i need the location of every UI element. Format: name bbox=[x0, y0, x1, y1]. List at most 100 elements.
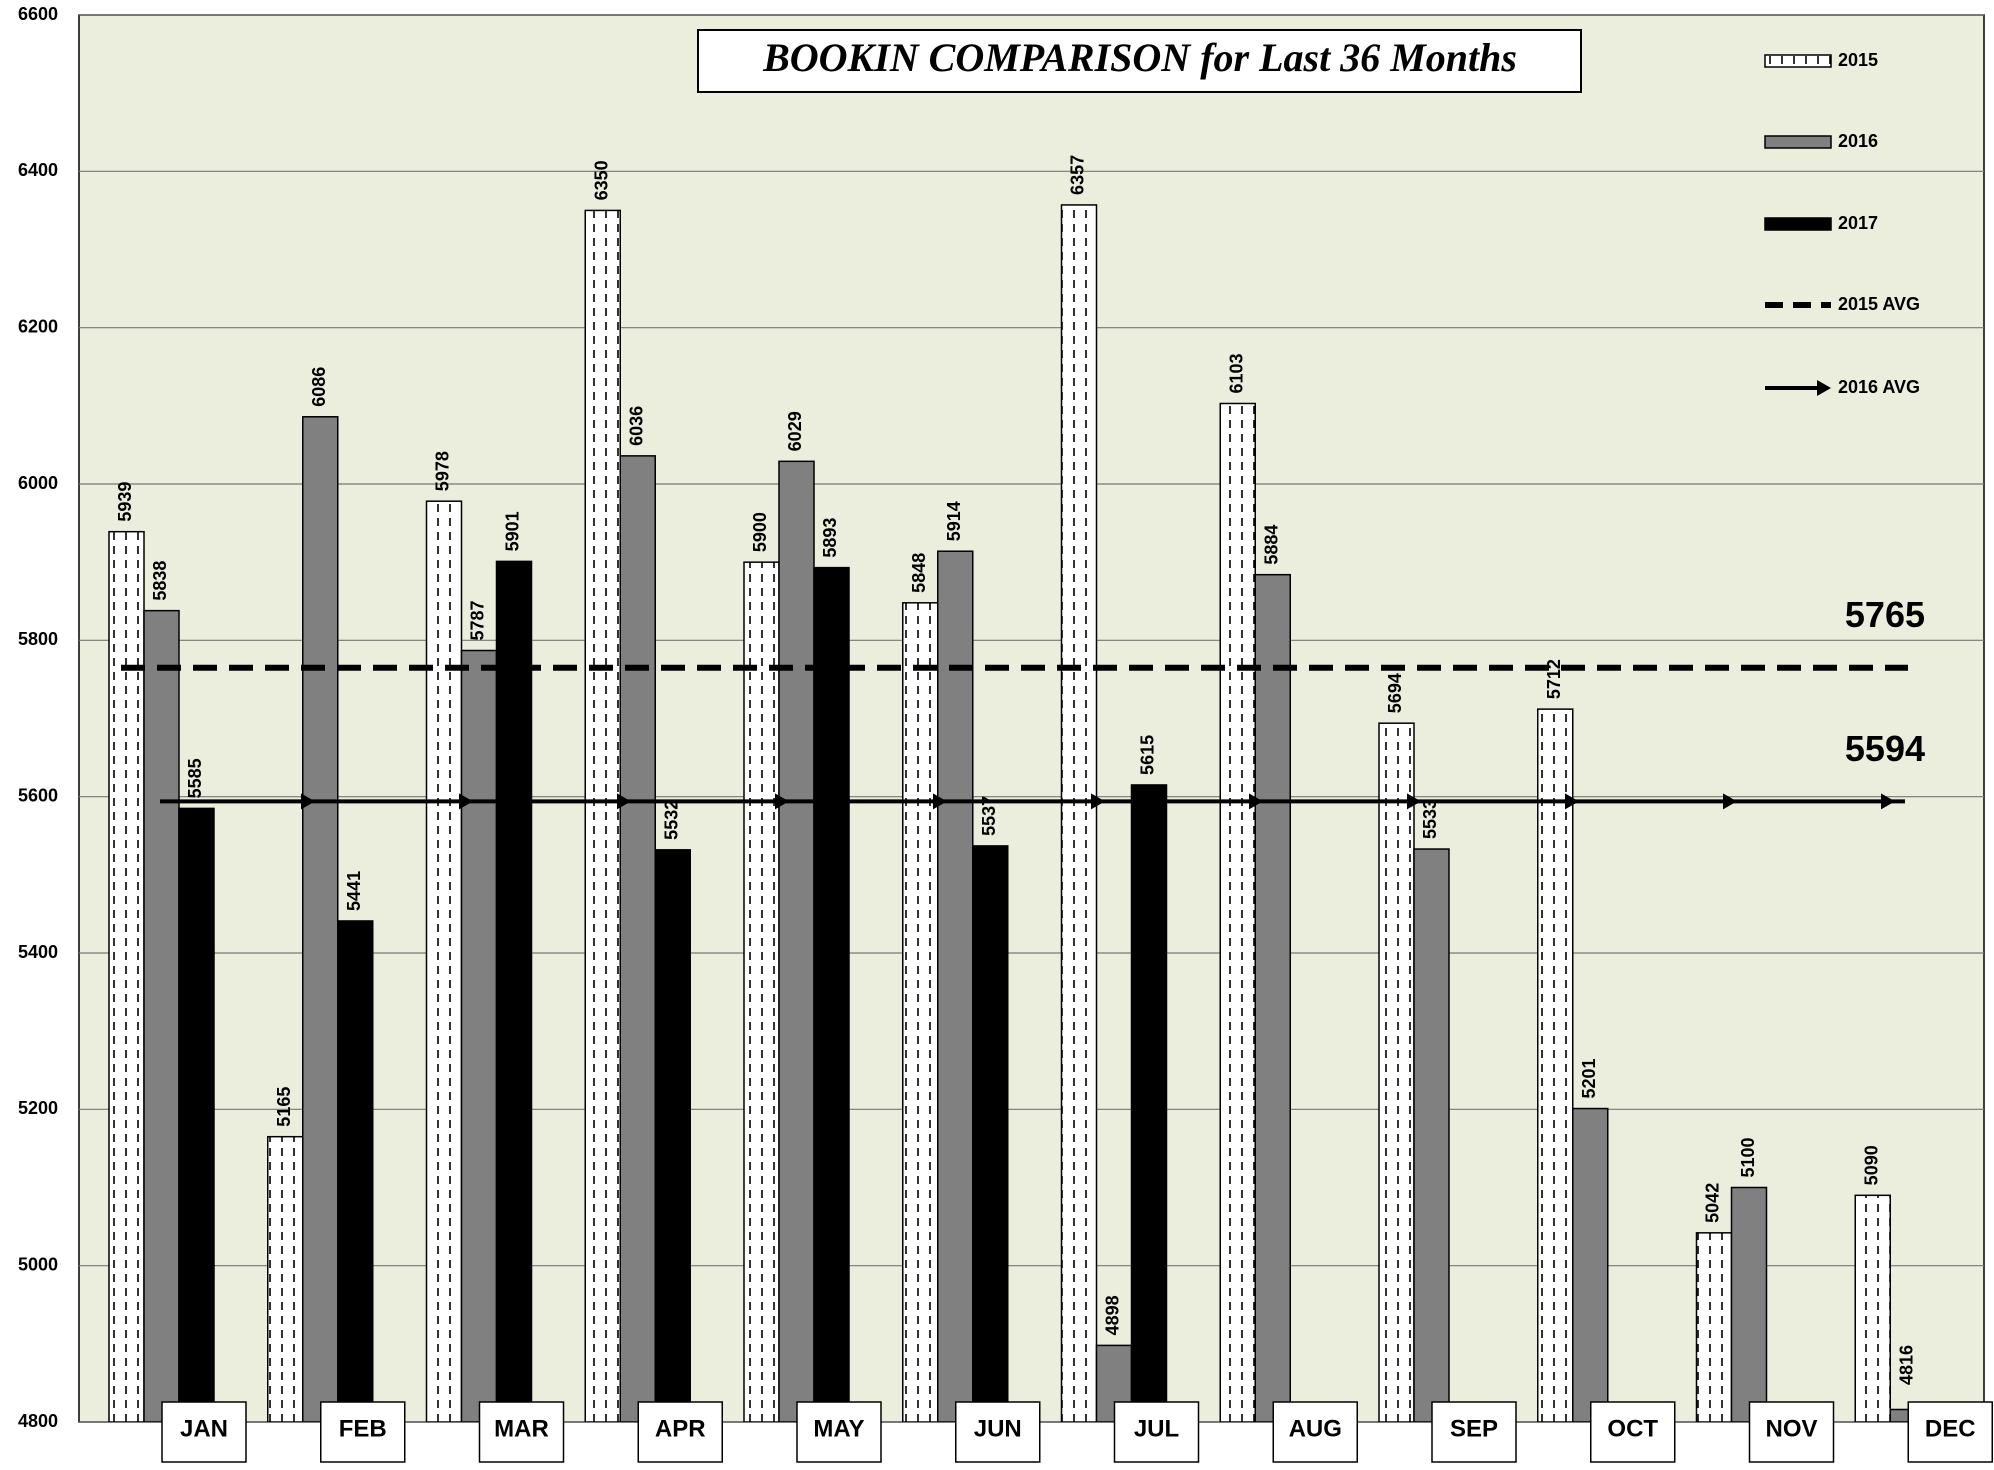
legend-label: 2015 bbox=[1838, 50, 1878, 70]
bar bbox=[972, 845, 1009, 1422]
arrow-head bbox=[1407, 793, 1421, 810]
bar bbox=[178, 807, 215, 1422]
value-label: 5914 bbox=[944, 501, 964, 541]
category-box bbox=[955, 1401, 1041, 1463]
bar bbox=[743, 561, 780, 1422]
value-label: 5090 bbox=[1862, 1145, 1882, 1185]
y-tick-label: 5400 bbox=[18, 942, 58, 962]
bar bbox=[1060, 204, 1098, 1422]
bar bbox=[1378, 722, 1415, 1422]
average-label: 5765 bbox=[1845, 594, 1925, 635]
bar bbox=[1854, 1194, 1891, 1422]
arrow-head bbox=[1091, 793, 1105, 810]
bar bbox=[1130, 784, 1168, 1422]
arrow-head bbox=[1249, 793, 1263, 810]
category-box bbox=[1590, 1401, 1676, 1463]
bar bbox=[1695, 1232, 1733, 1422]
title-box bbox=[697, 29, 1582, 93]
bar bbox=[654, 849, 691, 1422]
arrow-head bbox=[1723, 793, 1737, 810]
value-label: 5900 bbox=[750, 512, 770, 552]
value-label: 5848 bbox=[909, 553, 929, 593]
bar bbox=[619, 455, 656, 1422]
bar bbox=[302, 416, 339, 1422]
value-label: 5537 bbox=[979, 796, 999, 836]
value-label: 5532 bbox=[662, 800, 682, 840]
value-label: 6350 bbox=[592, 160, 612, 200]
y-tick-label: 5200 bbox=[18, 1098, 58, 1118]
value-label: 6103 bbox=[1227, 353, 1247, 393]
value-label: 5893 bbox=[820, 518, 840, 558]
y-tick-label: 6400 bbox=[18, 160, 58, 180]
y-tick-label: 5800 bbox=[18, 629, 58, 649]
x-tick-label: APR bbox=[655, 1415, 706, 1442]
value-label: 5694 bbox=[1385, 673, 1405, 713]
value-label: 5100 bbox=[1738, 1137, 1758, 1177]
y-tick-label: 5000 bbox=[18, 1254, 58, 1274]
value-label: 6029 bbox=[785, 411, 805, 451]
arrow-head bbox=[301, 793, 315, 810]
x-tick-label: JUN bbox=[974, 1415, 1022, 1442]
value-label: 5615 bbox=[1138, 735, 1158, 775]
chart-title: BOOKIN COMPARISON for Last 36 Months bbox=[762, 35, 1517, 80]
value-label: 6036 bbox=[627, 406, 647, 446]
arrow-head bbox=[933, 793, 947, 810]
x-tick-label: MAR bbox=[494, 1415, 549, 1442]
value-label: 5533 bbox=[1420, 799, 1440, 839]
arrow-head bbox=[775, 793, 789, 810]
category-box bbox=[637, 1401, 723, 1463]
x-tick-label: FEB bbox=[339, 1415, 387, 1442]
bar bbox=[1572, 1107, 1609, 1422]
category-box bbox=[320, 1401, 406, 1463]
category-box bbox=[161, 1401, 247, 1463]
bar bbox=[902, 602, 939, 1422]
bar bbox=[813, 566, 850, 1422]
value-label: 5901 bbox=[503, 511, 523, 551]
legend-label: 2016 AVG bbox=[1838, 377, 1920, 397]
legend-swatch bbox=[1764, 135, 1832, 149]
plot-area bbox=[78, 14, 1985, 1423]
y-tick-label: 6000 bbox=[18, 473, 58, 493]
bar bbox=[495, 560, 533, 1422]
x-tick-label: NOV bbox=[1765, 1415, 1817, 1442]
bar bbox=[460, 649, 498, 1422]
y-tick-label: 4800 bbox=[18, 1411, 58, 1431]
category-box bbox=[1748, 1401, 1835, 1463]
x-tick-label: AUG bbox=[1289, 1415, 1342, 1442]
bar bbox=[337, 920, 374, 1422]
value-label: 5042 bbox=[1703, 1183, 1723, 1223]
bar bbox=[1730, 1186, 1768, 1422]
arrow-head bbox=[459, 793, 473, 810]
value-label: 5978 bbox=[433, 451, 453, 491]
bar bbox=[584, 209, 621, 1422]
value-label: 5884 bbox=[1262, 525, 1282, 565]
bar bbox=[937, 550, 974, 1422]
value-label: 5201 bbox=[1579, 1059, 1599, 1099]
value-label: 5838 bbox=[150, 561, 170, 601]
legend-swatch bbox=[1764, 54, 1832, 68]
y-tick-label: 6200 bbox=[18, 316, 58, 336]
x-tick-label: OCT bbox=[1607, 1415, 1658, 1442]
arrow-head bbox=[617, 793, 631, 810]
category-box bbox=[478, 1401, 565, 1463]
value-label: 5441 bbox=[344, 871, 364, 911]
x-tick-label: JUL bbox=[1134, 1415, 1179, 1442]
bar bbox=[1254, 573, 1291, 1422]
value-label: 5165 bbox=[274, 1087, 294, 1127]
category-box bbox=[1907, 1401, 1993, 1463]
arrow-head bbox=[1881, 793, 1895, 810]
x-tick-label: JAN bbox=[180, 1415, 228, 1442]
category-box bbox=[1113, 1401, 1200, 1463]
arrow-head bbox=[1565, 793, 1579, 810]
x-tick-label: SEP bbox=[1450, 1415, 1498, 1442]
bar bbox=[108, 530, 145, 1422]
value-label: 4898 bbox=[1103, 1295, 1123, 1335]
category-box bbox=[1272, 1401, 1358, 1463]
value-label: 6086 bbox=[309, 367, 329, 407]
bar bbox=[267, 1135, 304, 1422]
y-tick-label: 6600 bbox=[18, 4, 58, 24]
bar bbox=[1219, 402, 1256, 1422]
value-label: 6357 bbox=[1068, 155, 1088, 195]
value-label: 5585 bbox=[185, 758, 205, 798]
legend-label: 2016 bbox=[1838, 131, 1878, 151]
